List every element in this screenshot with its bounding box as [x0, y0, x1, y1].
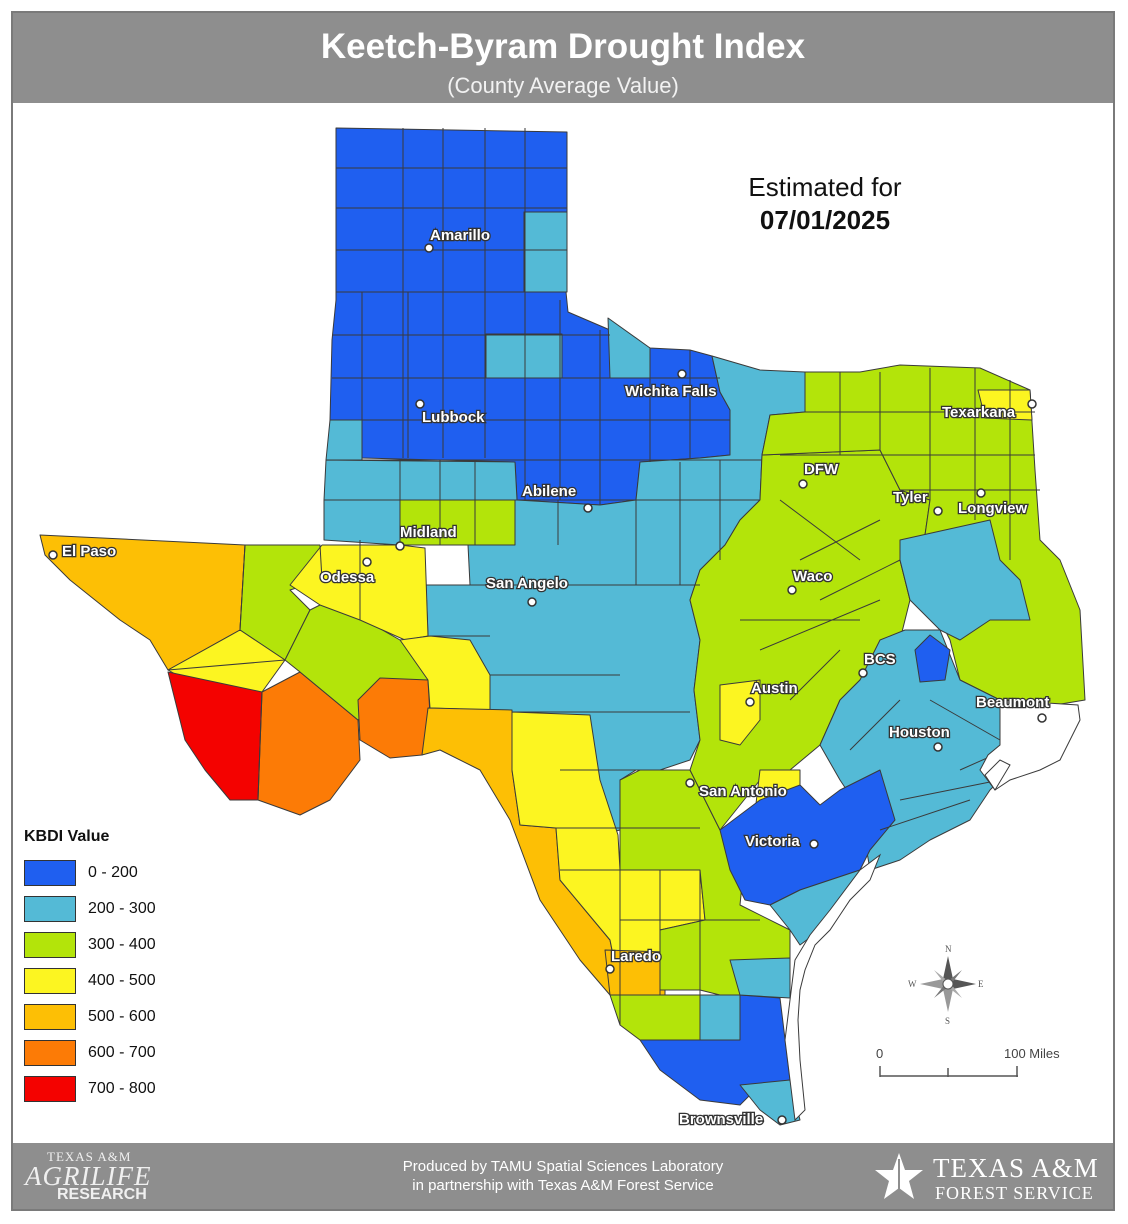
star-icon [875, 1153, 923, 1199]
city-wichita-falls: Wichita Falls [624, 369, 718, 401]
map-subtitle: (County Average Value) [447, 73, 679, 98]
svg-text:Brownsville: Brownsville [679, 1111, 763, 1128]
legend-item: 300 - 400 [24, 932, 224, 968]
region-bcs-blue [914, 634, 951, 683]
city-san-angelo: San Angelo [485, 574, 569, 607]
region-wichita-light [607, 317, 651, 379]
svg-text:Longview: Longview [958, 500, 1028, 517]
svg-text:Odessa: Odessa [320, 569, 375, 586]
city-odessa: Odessa [319, 557, 376, 587]
estimate-label: Estimated for [748, 172, 902, 202]
svg-text:S: S [945, 1016, 950, 1026]
city-midland: Midland [395, 523, 458, 551]
svg-text:DFW: DFW [804, 461, 839, 478]
legend-item: 400 - 500 [24, 968, 224, 1004]
city-lubbock: Lubbock [415, 399, 486, 427]
svg-text:El Paso: El Paso [62, 543, 116, 560]
legend-item: 200 - 300 [24, 896, 224, 932]
region-lower-valley-green [609, 994, 701, 1041]
svg-text:Wichita Falls: Wichita Falls [625, 383, 717, 400]
legend-item: 0 - 200 [24, 860, 224, 896]
legend-swatch [24, 1040, 76, 1066]
texas-state-regions [39, 127, 1086, 1126]
svg-text:Houston: Houston [889, 724, 950, 741]
svg-text:E: E [978, 979, 984, 989]
city-austin: Austin [745, 679, 799, 707]
svg-text:100 Miles: 100 Miles [1004, 1046, 1060, 1061]
legend-swatch [24, 968, 76, 994]
legend-item: 500 - 600 [24, 1004, 224, 1040]
city-beaumont: Beaumont [975, 693, 1051, 723]
svg-text:Abilene: Abilene [522, 483, 576, 500]
legend-item: 700 - 800 [24, 1076, 224, 1112]
estimate-date: 07/01/2025 [759, 205, 891, 235]
region-kenedy-light [729, 957, 791, 999]
svg-text:Texarkana: Texarkana [942, 404, 1016, 421]
svg-text:Victoria: Victoria [745, 833, 800, 850]
svg-text:Laredo: Laredo [611, 948, 661, 965]
map-title: Keetch-Byram Drought Index [320, 27, 806, 66]
city-laredo: Laredo [605, 947, 662, 974]
legend-swatch [24, 860, 76, 886]
compass-rose: N S E W [908, 944, 984, 1026]
city-markers: Amarillo Lubbock Wichita Falls Texarkana… [48, 226, 1051, 1129]
legend-swatch [24, 1004, 76, 1030]
footer-bar: TEXAS A&M AGRILIFE RESEARCH Produced by … [13, 1143, 1113, 1209]
city-waco: Waco [787, 567, 834, 595]
region-brownsville-light [739, 1079, 801, 1126]
city-dfw: DFW [798, 460, 840, 489]
legend-swatch [24, 1076, 76, 1102]
region-victoria-blue [719, 769, 896, 906]
city-abilene: Abilene [521, 482, 593, 513]
estimate-box: Estimated for 07/01/2025 [700, 172, 950, 236]
svg-text:W: W [908, 979, 917, 989]
svg-text:Austin: Austin [751, 680, 798, 697]
svg-text:Beaumont: Beaumont [976, 694, 1049, 711]
svg-text:BCS: BCS [864, 651, 896, 668]
city-tyler: Tyler [892, 488, 943, 516]
legend-title: KBDI Value [24, 828, 110, 845]
region-terrell-orange [357, 677, 431, 759]
city-san-antonio: San Antonio [685, 778, 788, 801]
region-panhandle-light2 [485, 333, 563, 379]
region-panhandle-north [329, 127, 731, 506]
legend-swatch [24, 932, 76, 958]
scale-bar: 0 100 Miles [876, 1046, 1060, 1077]
svg-text:San Antonio: San Antonio [699, 783, 787, 800]
city-brownsville: Brownsville [678, 1110, 787, 1129]
title-bar: Keetch-Byram Drought Index (County Avera… [13, 13, 1113, 103]
svg-text:Tyler: Tyler [893, 489, 928, 506]
agrilife-logo: TEXAS A&M AGRILIFE RESEARCH [25, 1149, 152, 1203]
production-credit: Produced by TAMU Spatial Sciences Labora… [402, 1158, 724, 1194]
city-el-paso: El Paso [48, 542, 118, 561]
city-houston: Houston [888, 723, 951, 752]
svg-text:San Angelo: San Angelo [486, 575, 568, 592]
city-victoria: Victoria [744, 832, 819, 851]
legend-swatch [24, 896, 76, 922]
svg-text:Midland: Midland [400, 524, 457, 541]
region-austin-yellow [719, 679, 761, 746]
region-panhandle-light1 [523, 211, 568, 293]
city-texarkana: Texarkana [941, 399, 1037, 422]
region-presidio-red [167, 671, 263, 801]
city-amarillo: Amarillo [424, 226, 491, 253]
svg-text:Lubbock: Lubbock [422, 409, 485, 426]
city-bcs: BCS [858, 650, 897, 678]
region-lower-valley-light [699, 994, 741, 1041]
gulf-coastline [784, 699, 1081, 1122]
forest-service-logo: TEXAS A&M FOREST SERVICE [873, 1151, 1103, 1203]
svg-text:Waco: Waco [793, 568, 832, 585]
svg-text:Amarillo: Amarillo [430, 227, 490, 244]
region-east-light [899, 519, 1031, 641]
region-lubbock-light [325, 419, 363, 461]
map-legend: KBDI Value 0 - 200 200 - 300 300 - 400 4… [24, 828, 224, 1112]
svg-text:0: 0 [876, 1046, 883, 1061]
city-longview: Longview [957, 488, 1029, 518]
region-crockett-yellow [399, 635, 491, 711]
legend-item: 600 - 700 [24, 1040, 224, 1076]
svg-text:N: N [945, 944, 952, 954]
